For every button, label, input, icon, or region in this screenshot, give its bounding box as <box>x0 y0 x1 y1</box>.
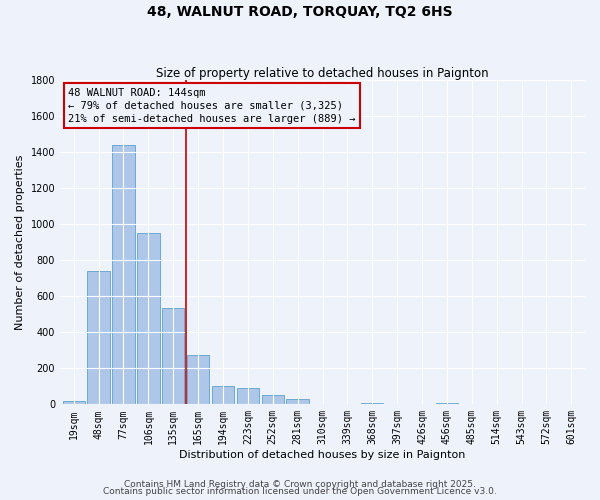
X-axis label: Distribution of detached houses by size in Paignton: Distribution of detached houses by size … <box>179 450 466 460</box>
Bar <box>88 271 110 404</box>
Bar <box>436 403 458 404</box>
Text: 48 WALNUT ROAD: 144sqm
← 79% of detached houses are smaller (3,325)
21% of semi-: 48 WALNUT ROAD: 144sqm ← 79% of detached… <box>68 88 355 124</box>
Y-axis label: Number of detached properties: Number of detached properties <box>15 154 25 330</box>
Text: Contains public sector information licensed under the Open Government Licence v3: Contains public sector information licen… <box>103 487 497 496</box>
Bar <box>187 354 209 405</box>
Bar <box>62 400 85 404</box>
Bar <box>137 233 160 404</box>
Title: Size of property relative to detached houses in Paignton: Size of property relative to detached ho… <box>156 66 489 80</box>
Bar <box>212 386 234 404</box>
Bar <box>162 308 184 404</box>
Text: 48, WALNUT ROAD, TORQUAY, TQ2 6HS: 48, WALNUT ROAD, TORQUAY, TQ2 6HS <box>147 5 453 19</box>
Bar <box>286 400 309 404</box>
Bar <box>112 146 134 404</box>
Text: Contains HM Land Registry data © Crown copyright and database right 2025.: Contains HM Land Registry data © Crown c… <box>124 480 476 489</box>
Bar <box>262 396 284 404</box>
Bar <box>236 388 259 404</box>
Bar <box>361 402 383 404</box>
